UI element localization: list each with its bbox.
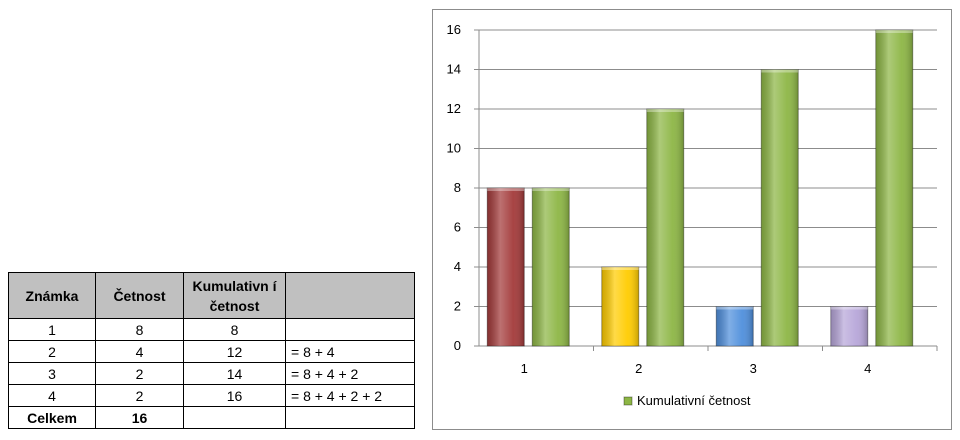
y-tick-label: 12	[447, 101, 461, 116]
chart-panel: 0 2 4 6 8 10 12 14 16 1 2 3 4 Kumulativní četnost	[432, 9, 952, 430]
bar-top-highlight	[761, 69, 799, 73]
x-tick-label: 4	[864, 361, 871, 376]
table-row: 3 2 14 = 8 + 4 + 2	[8, 362, 415, 385]
y-tick-label: 2	[454, 299, 461, 314]
table-row: 2 4 12 = 8 + 4	[8, 340, 415, 363]
y-tick-label: 8	[454, 180, 461, 195]
y-tick-label: 6	[454, 220, 461, 235]
header-cumulative: Kumulativn í četnost	[183, 272, 286, 319]
x-tick-label: 1	[521, 361, 528, 376]
bar-shading	[487, 188, 525, 346]
total-label: Celkem	[8, 406, 96, 429]
total-value: 16	[95, 406, 184, 429]
cell-cumulative: 12	[183, 340, 286, 363]
cell-grade: 1	[8, 318, 96, 341]
bar-shading	[875, 30, 913, 346]
header-grade: Známka	[8, 272, 96, 319]
legend-label: Kumulativní četnost	[637, 393, 751, 408]
y-tick-label: 0	[454, 338, 461, 353]
bar-shading	[532, 188, 570, 346]
cell-cumulative: 16	[183, 384, 286, 407]
cell-grade: 4	[8, 384, 96, 407]
cell-formula: = 8 + 4 + 2	[285, 362, 415, 385]
bar-shading	[601, 267, 639, 346]
bar-top-highlight	[532, 188, 570, 191]
y-tick-label: 4	[454, 259, 461, 274]
legend: Kumulativní četnost	[623, 393, 751, 408]
cell-formula	[285, 318, 415, 341]
cell-frequency: 4	[95, 340, 184, 363]
frequency-table: Známka Četnost Kumulativn í četnost 1 8 …	[8, 272, 415, 429]
x-tick-label: 3	[750, 361, 757, 376]
bars	[486, 29, 914, 347]
cell-frequency: 2	[95, 384, 184, 407]
cell-formula: = 8 + 4 + 2 + 2	[285, 384, 415, 407]
bar-shading	[830, 306, 868, 346]
y-tick-label: 16	[447, 22, 461, 37]
bar-shading	[761, 69, 799, 346]
bar-top-highlight	[601, 267, 639, 270]
bar-top-highlight	[716, 306, 754, 310]
header-frequency: Četnost	[95, 272, 184, 319]
total-empty-cell	[183, 406, 286, 429]
table-row: 4 2 16 = 8 + 4 + 2 + 2	[8, 384, 415, 407]
header-formula	[285, 272, 415, 319]
legend-swatch	[623, 396, 633, 406]
table-row: 1 8 8	[8, 318, 415, 341]
y-tick-label: 10	[447, 141, 461, 156]
cell-frequency: 2	[95, 362, 184, 385]
cell-grade: 3	[8, 362, 96, 385]
table-header-row: Známka Četnost Kumulativn í četnost	[8, 272, 415, 319]
cell-frequency: 8	[95, 318, 184, 341]
x-tick-label: 2	[635, 361, 642, 376]
cell-grade: 2	[8, 340, 96, 363]
y-tick-label: 14	[447, 62, 461, 77]
bar-shading	[646, 109, 684, 346]
total-empty-cell	[285, 406, 415, 429]
cell-formula: = 8 + 4	[285, 340, 415, 363]
table-total-row: Celkem 16	[8, 406, 415, 429]
cell-cumulative: 14	[183, 362, 286, 385]
bar-top-highlight	[875, 30, 913, 33]
cell-cumulative: 8	[183, 318, 286, 341]
bar-top-highlight	[830, 306, 868, 310]
bar-top-highlight	[487, 188, 525, 191]
bar-top-highlight	[646, 109, 684, 112]
bar-shading	[716, 306, 754, 346]
